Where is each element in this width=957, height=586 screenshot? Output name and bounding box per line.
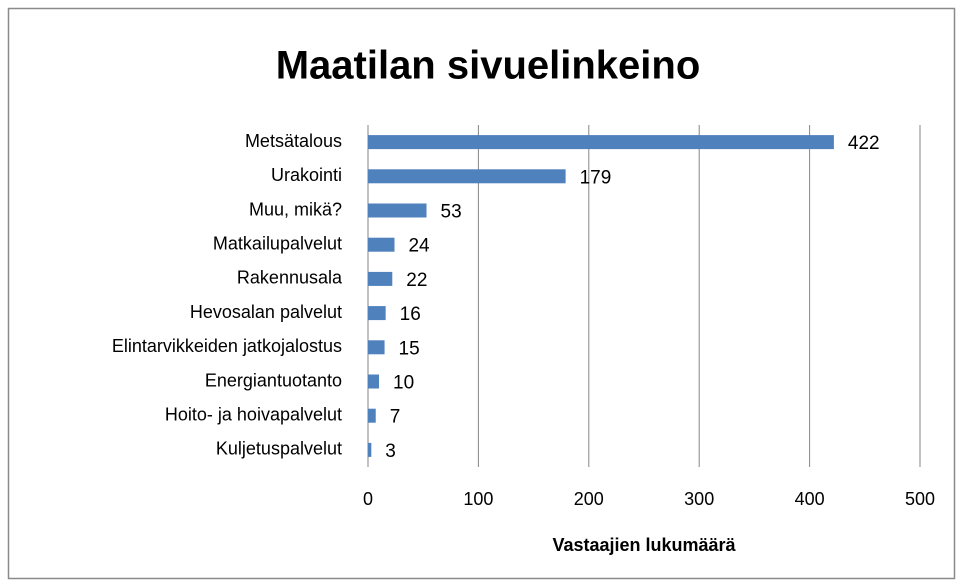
x-tick-label: 0	[363, 489, 373, 509]
y-tick-label: Matkailupalvelut	[213, 233, 342, 253]
bar	[368, 169, 566, 184]
value-label: 7	[390, 407, 401, 428]
x-tick-label: 200	[574, 489, 604, 509]
bar	[368, 340, 385, 355]
y-tick-label: Hevosalan palvelut	[190, 302, 342, 322]
x-tick-label: 400	[795, 489, 825, 509]
x-tick-label: 300	[684, 489, 714, 509]
value-label: 53	[441, 202, 462, 223]
y-tick-label: Elintarvikkeiden jatkojalostus	[112, 336, 342, 356]
y-tick-label: Energiantuotanto	[205, 370, 342, 390]
bar	[368, 408, 376, 423]
bar	[368, 306, 386, 321]
chart-title: Maatilan sivuelinkeino	[276, 44, 701, 88]
value-label: 16	[400, 304, 421, 325]
bar	[368, 135, 834, 150]
value-label: 10	[393, 373, 414, 394]
y-tick-label: Urakointi	[271, 165, 342, 185]
value-label: 422	[848, 133, 880, 154]
y-tick-label: Kuljetuspalvelut	[216, 439, 342, 459]
bar	[368, 237, 395, 252]
value-label: 24	[408, 236, 430, 257]
y-tick-label: Rakennusala	[237, 268, 343, 288]
value-label: 22	[406, 270, 427, 291]
value-label: 3	[385, 441, 396, 462]
bar	[368, 442, 372, 457]
value-label: 15	[399, 338, 420, 359]
chart-border	[7, 7, 956, 580]
y-tick-label: Metsätalous	[245, 131, 342, 151]
x-tick-label: 100	[463, 489, 493, 509]
x-tick-label: 500	[905, 489, 935, 509]
x-axis-title: Vastaajien lukumäärä	[552, 535, 736, 555]
bar	[368, 203, 427, 218]
bar	[368, 271, 393, 286]
bar	[368, 374, 380, 389]
value-label: 179	[580, 167, 612, 188]
y-tick-label: Muu, mikä?	[249, 199, 342, 219]
y-tick-label: Hoito- ja hoivapalvelut	[165, 404, 342, 424]
